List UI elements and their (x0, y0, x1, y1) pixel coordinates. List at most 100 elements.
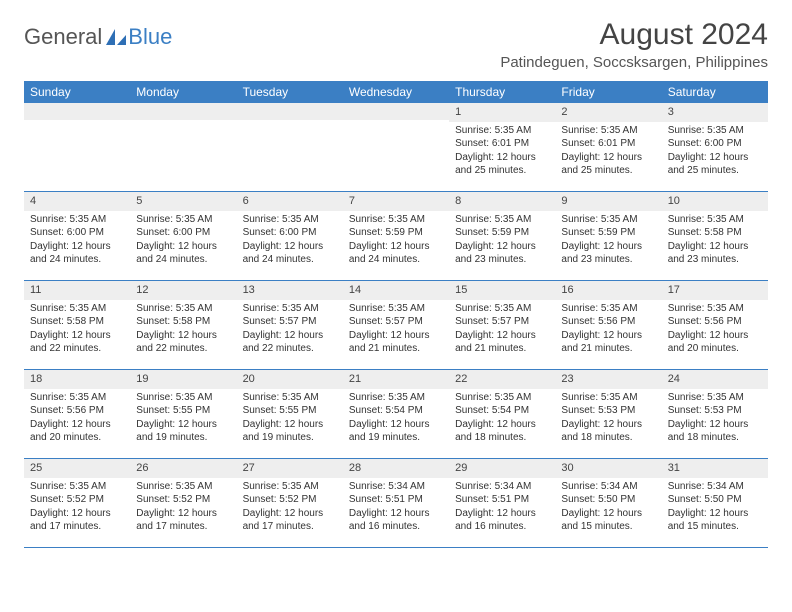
day-sunrise: Sunrise: 5:35 AM (668, 302, 762, 316)
day-cell: 7Sunrise: 5:35 AMSunset: 5:59 PMDaylight… (343, 192, 449, 280)
day-number (343, 103, 449, 120)
day-cell: 5Sunrise: 5:35 AMSunset: 6:00 PMDaylight… (130, 192, 236, 280)
day-sunrise: Sunrise: 5:35 AM (455, 391, 549, 405)
weekday-header: Thursday (449, 81, 555, 103)
day-sunrise: Sunrise: 5:35 AM (136, 213, 230, 227)
day-sunset: Sunset: 6:00 PM (136, 226, 230, 240)
day-cell: 13Sunrise: 5:35 AMSunset: 5:57 PMDayligh… (237, 281, 343, 369)
day-sunrise: Sunrise: 5:35 AM (668, 124, 762, 138)
day-sunrise: Sunrise: 5:35 AM (30, 302, 124, 316)
day-daylight1: Daylight: 12 hours (561, 151, 655, 165)
day-number: 20 (237, 370, 343, 389)
day-daylight1: Daylight: 12 hours (668, 418, 762, 432)
day-daylight2: and 24 minutes. (30, 253, 124, 267)
day-daylight2: and 25 minutes. (561, 164, 655, 178)
weekday-header: Wednesday (343, 81, 449, 103)
day-info: Sunrise: 5:35 AMSunset: 5:56 PMDaylight:… (24, 391, 130, 445)
day-daylight1: Daylight: 12 hours (243, 329, 337, 343)
day-sunset: Sunset: 5:50 PM (561, 493, 655, 507)
day-cell: 25Sunrise: 5:35 AMSunset: 5:52 PMDayligh… (24, 459, 130, 547)
day-sunset: Sunset: 5:54 PM (455, 404, 549, 418)
day-number: 26 (130, 459, 236, 478)
week-row: 4 Sunrise: 5:35 AMSunset: 6:00 PM Daylight… (24, 192, 768, 281)
weekday-header: Sunday (24, 81, 130, 103)
day-sunrise: Sunrise: 5:35 AM (30, 391, 124, 405)
day-cell: 17Sunrise: 5:35 AMSunset: 5:56 PMDayligh… (662, 281, 768, 369)
day-sunset: Sunset: 5:57 PM (243, 315, 337, 329)
day-sunset: Sunset: 5:54 PM (349, 404, 443, 418)
day-number: 24 (662, 370, 768, 389)
day-daylight1: Daylight: 12 hours (668, 240, 762, 254)
day-number: 4 (24, 192, 130, 211)
day-daylight2: and 23 minutes. (455, 253, 549, 267)
day-daylight1: Daylight: 12 hours (30, 329, 124, 343)
day-cell: 12 Sunrise: 5:35 AMSunset: 5:58 PMDayligh… (130, 281, 236, 369)
day-sunset: Sunset: 5:56 PM (668, 315, 762, 329)
day-number: 11 (24, 281, 130, 300)
day-daylight2: and 17 minutes. (243, 520, 337, 534)
day-info: Sunrise: 5:35 AMSunset: 5:58 PMDaylight:… (662, 213, 768, 267)
day-sunrise: Sunrise: 5:35 AM (561, 391, 655, 405)
weekday-header-row: Sunday Monday Tuesday Wednesday Thursday… (24, 81, 768, 103)
day-cell (343, 103, 449, 191)
day-daylight2: and 19 minutes. (349, 431, 443, 445)
day-daylight2: and 24 minutes. (243, 253, 337, 267)
day-number: 7 (343, 192, 449, 211)
day-cell: 11 Sunrise: 5:35 AMSunset: 5:58 PMDayligh… (24, 281, 130, 369)
day-daylight2: and 15 minutes. (668, 520, 762, 534)
day-sunrise: Sunrise: 5:35 AM (30, 480, 124, 494)
day-daylight2: and 20 minutes. (668, 342, 762, 356)
day-sunrise: Sunrise: 5:35 AM (349, 302, 443, 316)
day-info: Sunrise: 5:35 AMSunset: 5:57 PMDaylight:… (237, 302, 343, 356)
day-sunset: Sunset: 5:51 PM (455, 493, 549, 507)
day-sunset: Sunset: 5:59 PM (561, 226, 655, 240)
day-sunrise: Sunrise: 5:35 AM (136, 302, 230, 316)
day-daylight1: Daylight: 12 hours (30, 507, 124, 521)
day-daylight1: Daylight: 12 hours (561, 418, 655, 432)
day-daylight2: and 19 minutes. (136, 431, 230, 445)
day-info: Sunrise: 5:34 AMSunset: 5:51 PMDaylight:… (449, 480, 555, 534)
day-daylight1: Daylight: 12 hours (668, 329, 762, 343)
day-daylight1: Daylight: 12 hours (30, 240, 124, 254)
day-daylight1: Daylight: 12 hours (455, 418, 549, 432)
day-daylight1: Daylight: 12 hours (561, 329, 655, 343)
day-info: Sunrise: 5:35 AMSunset: 5:59 PMDaylight:… (449, 213, 555, 267)
day-daylight2: and 16 minutes. (349, 520, 443, 534)
day-cell (24, 103, 130, 191)
week-row: 18Sunrise: 5:35 AMSunset: 5:56 PMDayligh… (24, 370, 768, 459)
day-number: 12 (130, 281, 236, 300)
day-daylight1: Daylight: 12 hours (668, 151, 762, 165)
day-daylight1: Daylight: 12 hours (349, 329, 443, 343)
day-info: Sunrise: 5:35 AMSunset: 5:54 PMDaylight:… (343, 391, 449, 445)
day-sunset: Sunset: 5:55 PM (136, 404, 230, 418)
day-number: 1 (449, 103, 555, 122)
day-daylight1: Daylight: 12 hours (455, 151, 549, 165)
title-block: August 2024 Patindeguen, Soccsksargen, P… (500, 18, 768, 71)
day-sunrise: Sunrise: 5:35 AM (668, 391, 762, 405)
day-number: 25 (24, 459, 130, 478)
day-number: 23 (555, 370, 661, 389)
day-sunrise: Sunrise: 5:35 AM (243, 391, 337, 405)
logo-text-blue: Blue (128, 24, 172, 50)
day-info: Sunrise: 5:35 AMSunset: 5:58 PMDaylight:… (130, 302, 236, 356)
day-cell: 31Sunrise: 5:34 AMSunset: 5:50 PMDayligh… (662, 459, 768, 547)
day-info: Sunrise: 5:35 AMSunset: 5:52 PMDaylight:… (237, 480, 343, 534)
day-sunset: Sunset: 5:57 PM (455, 315, 549, 329)
day-cell: 16Sunrise: 5:35 AMSunset: 5:56 PMDayligh… (555, 281, 661, 369)
day-daylight2: and 22 minutes. (136, 342, 230, 356)
weekday-header: Tuesday (237, 81, 343, 103)
weekday-header: Friday (555, 81, 661, 103)
day-number (24, 103, 130, 120)
day-number: 9 (555, 192, 661, 211)
day-sunset: Sunset: 5:51 PM (349, 493, 443, 507)
day-sunset: Sunset: 5:52 PM (136, 493, 230, 507)
day-cell: 18Sunrise: 5:35 AMSunset: 5:56 PMDayligh… (24, 370, 130, 458)
day-info: Sunrise: 5:35 AMSunset: 5:58 PMDaylight:… (24, 302, 130, 356)
day-number: 16 (555, 281, 661, 300)
day-daylight1: Daylight: 12 hours (243, 418, 337, 432)
day-number: 10 (662, 192, 768, 211)
day-cell: 9Sunrise: 5:35 AMSunset: 5:59 PMDaylight… (555, 192, 661, 280)
day-number (130, 103, 236, 120)
day-sunset: Sunset: 5:55 PM (243, 404, 337, 418)
day-number (237, 103, 343, 120)
